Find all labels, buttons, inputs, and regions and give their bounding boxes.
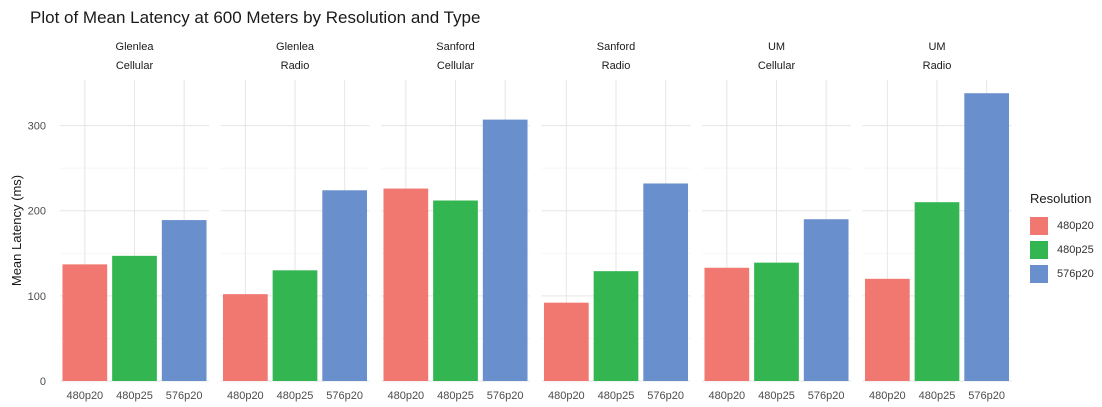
legend-item: 480p20 <box>1030 214 1094 238</box>
y-tick-label: 0 <box>40 376 46 388</box>
bar-480p25 <box>754 262 799 381</box>
x-tick-label: 480p20 <box>708 390 745 402</box>
x-tick-label: 480p25 <box>437 390 474 402</box>
facet-strip-type: Radio <box>602 60 631 72</box>
y-tick-label: 200 <box>28 206 46 218</box>
facet-strip-location: UM <box>928 41 945 53</box>
bar-480p20 <box>704 267 750 381</box>
x-tick-label: 480p25 <box>919 390 956 402</box>
x-tick-label: 576p20 <box>487 390 524 402</box>
x-tick-label: 576p20 <box>968 390 1005 402</box>
legend-swatch <box>1030 241 1048 259</box>
x-tick-label: 480p20 <box>66 390 103 402</box>
facet-strip-location: Sanford <box>436 41 475 53</box>
bar-576p20 <box>322 190 368 381</box>
legend: Resolution 480p20 480p25 576p20 <box>1030 191 1094 286</box>
bar-480p20 <box>222 294 268 381</box>
x-tick-label: 480p25 <box>116 390 153 402</box>
facet-strip-type: Cellular <box>437 60 475 72</box>
bar-480p25 <box>272 270 318 381</box>
legend-label: 480p20 <box>1057 220 1094 232</box>
x-tick-label: 576p20 <box>808 390 845 402</box>
legend-label: 576p20 <box>1057 268 1094 280</box>
facet-strip-type: Radio <box>923 60 952 72</box>
bar-576p20 <box>643 183 689 381</box>
x-tick-label: 576p20 <box>166 390 203 402</box>
legend-title: Resolution <box>1030 191 1092 206</box>
x-tick-label: 480p25 <box>758 390 795 402</box>
bar-480p20 <box>383 188 429 381</box>
x-tick-label: 480p25 <box>277 390 314 402</box>
bar-480p25 <box>112 255 157 381</box>
y-axis-label: Mean Latency (ms) <box>9 175 24 286</box>
facet-strip-location: UM <box>768 41 785 53</box>
bar-480p25 <box>914 202 960 381</box>
legend-swatch <box>1030 265 1048 283</box>
x-tick-label: 480p20 <box>227 390 264 402</box>
bar-576p20 <box>482 119 528 382</box>
bar-576p20 <box>964 93 1010 382</box>
chart-title: Plot of Mean Latency at 600 Meters by Re… <box>30 8 481 27</box>
x-tick-label: 480p25 <box>598 390 635 402</box>
bar-layer <box>62 93 1010 382</box>
legend-swatch <box>1030 217 1048 235</box>
bar-480p25 <box>433 200 478 381</box>
legend-label: 480p25 <box>1057 244 1094 256</box>
bar-480p25 <box>593 271 639 381</box>
facet-strip-location: Sanford <box>597 41 636 53</box>
legend-item: 576p20 <box>1030 262 1094 286</box>
bar-480p20 <box>543 302 589 381</box>
x-tick-label: 576p20 <box>647 390 684 402</box>
y-tick-label: 300 <box>28 121 46 133</box>
bar-480p20 <box>62 264 108 381</box>
facet-strip-location: Glenlea <box>276 41 315 53</box>
facet-strip-type: Cellular <box>758 60 796 72</box>
x-tick-label: 576p20 <box>326 390 363 402</box>
facet-strip-type: Cellular <box>116 60 154 72</box>
y-tick-label: 100 <box>28 291 46 303</box>
facet-strip-location: Glenlea <box>116 41 155 53</box>
x-tick-label: 480p20 <box>869 390 906 402</box>
legend-item: 480p25 <box>1030 238 1094 262</box>
facet-strip-type: Radio <box>281 60 310 72</box>
bar-576p20 <box>161 220 207 381</box>
bar-480p20 <box>864 278 910 381</box>
x-tick-label: 480p20 <box>548 390 585 402</box>
bar-576p20 <box>803 219 849 381</box>
label-layer: Mean Latency (ms) 0 100 200 300 Glenlea Cellul… <box>9 41 1005 402</box>
x-tick-label: 480p20 <box>387 390 424 402</box>
